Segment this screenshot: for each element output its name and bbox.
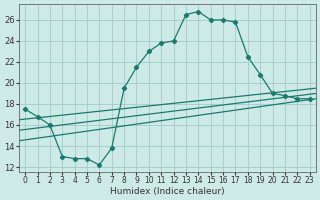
X-axis label: Humidex (Indice chaleur): Humidex (Indice chaleur) [110, 187, 225, 196]
